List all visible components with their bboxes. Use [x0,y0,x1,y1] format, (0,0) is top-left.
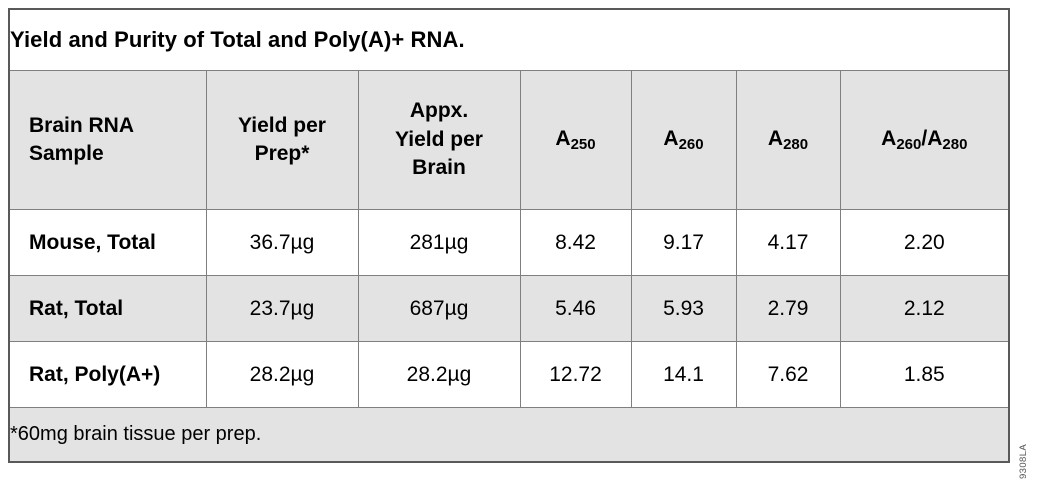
table-footnote-row: *60mg brain tissue per prep. [8,407,1010,463]
table-title: Yield and Purity of Total and Poly(A)+ R… [8,8,1010,71]
table-header-row: Brain RNA Sample Yield per Prep* Appx. Y… [8,70,1010,210]
sample-cell: Rat, Poly(A+) [8,341,207,408]
ratio-cell: 2.20 [839,209,1010,276]
ratio-base2: A [927,126,943,150]
a250-cell: 5.46 [519,275,632,342]
table-row-rat-total: Rat, Total 23.7µg 687µg 5.46 5.93 2.79 2… [8,275,1010,342]
yield-per-prep-cell: 23.7µg [205,275,359,342]
col-header-a260: A260 [630,70,737,210]
col-header-sample: Brain RNA Sample [8,70,207,210]
yield-per-brain-cell: 281µg [357,209,521,276]
col-header-yield-per-brain: Appx. Yield per Brain [357,70,521,210]
table-title-row: Yield and Purity of Total and Poly(A)+ R… [8,8,1010,71]
a250-base: A [555,126,571,150]
a260-cell: 14.1 [630,341,737,408]
table-row-mouse-total: Mouse, Total 36.7µg 281µg 8.42 9.17 4.17… [8,209,1010,276]
ratio-cell: 2.12 [839,275,1010,342]
a280-cell: 2.79 [735,275,841,342]
a280-cell: 4.17 [735,209,841,276]
ratio-cell: 1.85 [839,341,1010,408]
yield-per-brain-cell: 687µg [357,275,521,342]
col-header-a250: A250 [519,70,632,210]
a280-subscript: 280 [783,135,809,153]
sample-cell: Mouse, Total [8,209,207,276]
a260-cell: 9.17 [630,209,737,276]
col-header-yield-per-prep: Yield per Prep* [205,70,359,210]
a250-cell: 12.72 [519,341,632,408]
a260-base: A [663,126,679,150]
ratio-subscript1: 260 [896,135,922,153]
a260-cell: 5.93 [630,275,737,342]
rna-yield-table: Yield and Purity of Total and Poly(A)+ R… [8,8,1011,463]
sample-cell: Rat, Total [8,275,207,342]
col-header-a280: A280 [735,70,841,210]
yield-per-prep-cell: 28.2µg [205,341,359,408]
footnote: *60mg brain tissue per prep. [8,407,1010,463]
ratio-base1: A [881,126,897,150]
a260-subscript: 260 [678,135,704,153]
a280-cell: 7.62 [735,341,841,408]
a250-cell: 8.42 [519,209,632,276]
rna-yield-figure: Yield and Purity of Total and Poly(A)+ R… [8,8,1011,463]
a250-subscript: 250 [570,135,596,153]
yield-per-prep-cell: 36.7µg [205,209,359,276]
col-header-a260-a280-ratio: A260/A280 [839,70,1010,210]
table-row-rat-polya: Rat, Poly(A+) 28.2µg 28.2µg 12.72 14.1 7… [8,341,1010,408]
ratio-separator: / [921,126,928,150]
yield-per-brain-cell: 28.2µg [357,341,521,408]
figure-code: 9308LA [1018,443,1029,479]
a280-base: A [767,126,784,150]
ratio-subscript2: 280 [942,135,968,153]
